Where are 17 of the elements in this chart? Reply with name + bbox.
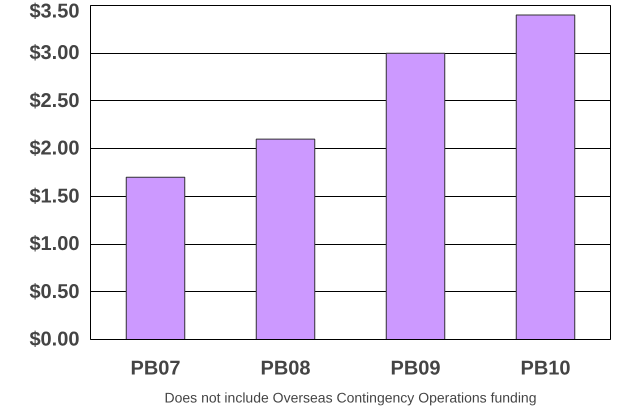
y-tick-label: $0.50 [29,280,80,303]
x-tick-label: PB08 [260,358,311,380]
y-tick-label: $3.50 [29,0,80,22]
bar [126,176,186,340]
x-tick-label: PB07 [130,358,181,380]
y-tick-label: $1.00 [29,233,80,256]
y-tick-label: $2.50 [29,90,80,112]
y-tick-label: $2.00 [29,138,80,160]
y-tick-label: $0.00 [29,328,80,350]
bar [386,52,446,340]
x-tick-label: PB10 [520,358,571,380]
bar [516,14,576,340]
bar [256,138,316,340]
y-tick-label: $3.00 [29,42,80,64]
y-tick-label: $1.50 [29,185,80,208]
x-tick-label: PB09 [390,358,441,380]
text: Does not include Overseas Contingency Operations funding [164,390,536,406]
